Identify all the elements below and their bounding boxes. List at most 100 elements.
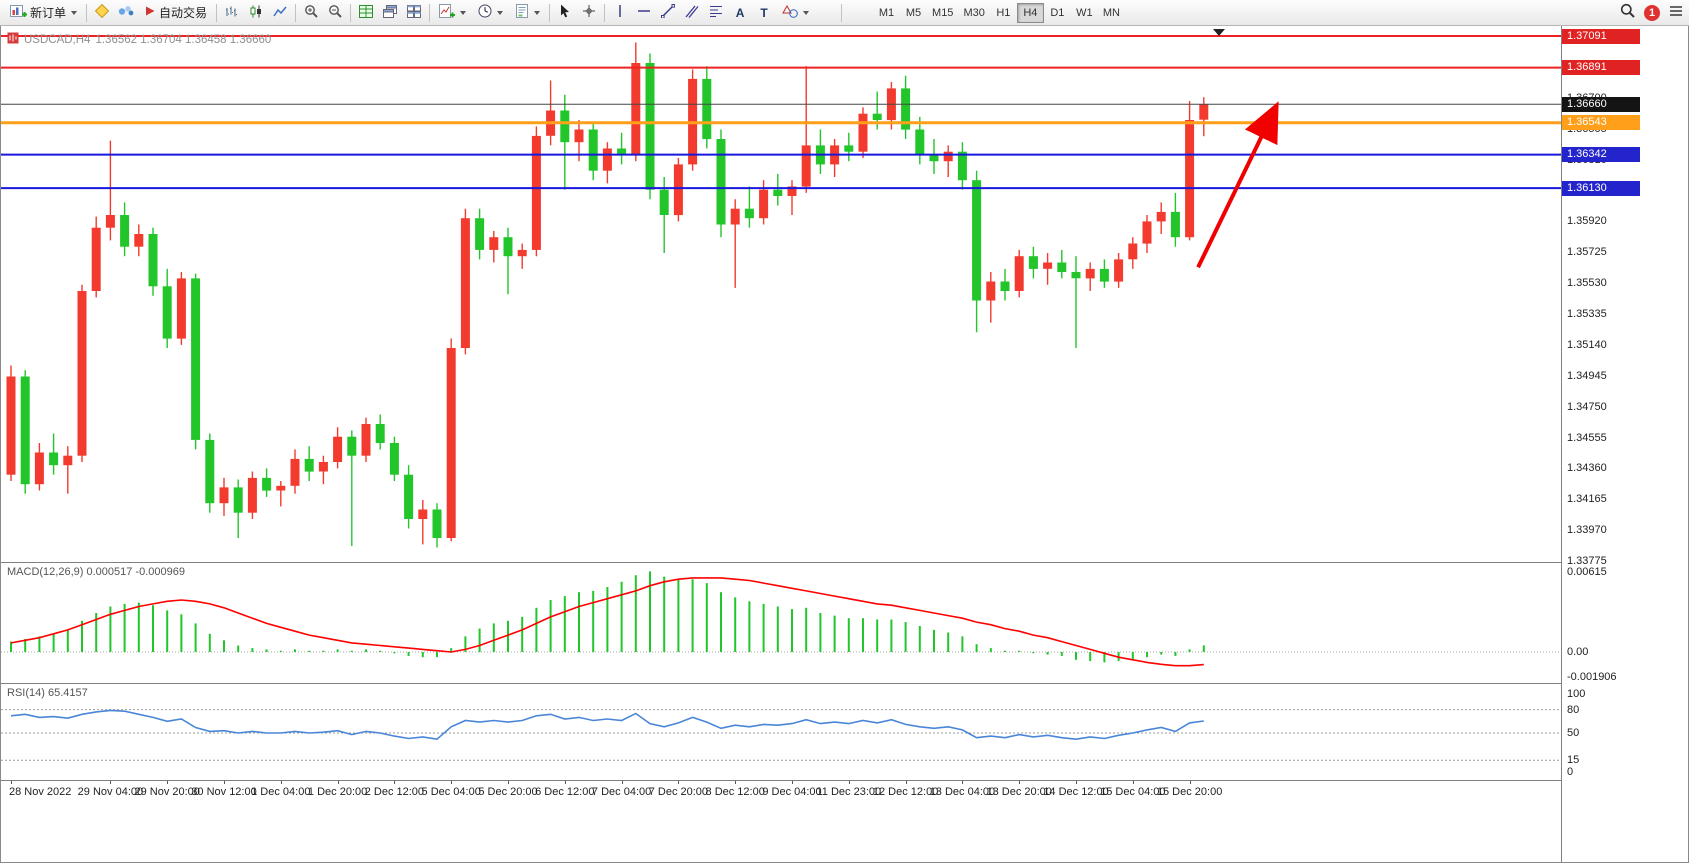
cascade-windows-button[interactable] — [378, 2, 402, 24]
auto-trading-icon — [144, 5, 156, 20]
market-watch-button[interactable] — [354, 2, 378, 24]
period-button[interactable] — [472, 2, 509, 24]
shapes-tool-button[interactable] — [776, 2, 815, 24]
cursor-tool-button[interactable] — [553, 2, 577, 24]
trend-arrow-annotation[interactable] — [1196, 101, 1279, 269]
auto-trading-label: 自动交易 — [159, 6, 208, 20]
timeframe-w1[interactable]: W1 — [1076, 6, 1093, 19]
time-axis[interactable]: 28 Nov 2022 29 Nov 04:00 29 Nov 20:00 30 No… — [1, 780, 1561, 804]
text-tool-icon: A — [735, 5, 745, 20]
menu-icon[interactable] — [1669, 4, 1683, 22]
chart-ohlc-label: 1.36562 1.36704 1.36458 1.36660 — [95, 33, 272, 46]
horizontal-levels[interactable] — [1, 35, 1561, 190]
time-label: 29 Nov 04:00 — [77, 786, 144, 798]
chart-shift-marker[interactable] — [1213, 29, 1225, 36]
zoom-in-button[interactable] — [299, 2, 323, 24]
timeframe-h4[interactable]: H4 — [1016, 2, 1044, 23]
time-label: 5 Dec 20:00 — [478, 786, 538, 798]
main-chart-pane[interactable] — [1, 28, 1561, 562]
separator — [295, 3, 297, 22]
time-label: 28 Nov 2022 — [9, 786, 72, 798]
notification-badge[interactable]: 1 — [1644, 5, 1660, 21]
crosshair-icon — [582, 4, 596, 21]
bar-chart-button[interactable] — [220, 2, 244, 24]
time-label: 13 Dec 04:00 — [929, 786, 996, 798]
price-tick: 1.35725 — [1567, 246, 1607, 259]
price-tick: 1.34555 — [1567, 431, 1607, 444]
pane-separator[interactable] — [1, 683, 1561, 684]
time-tick — [1019, 781, 1021, 784]
zoom-out-button[interactable] — [323, 2, 347, 24]
price-tick: 1.34945 — [1567, 369, 1607, 382]
price-tick: 1.34360 — [1567, 462, 1607, 475]
algo-trading-button[interactable] — [114, 2, 138, 24]
time-tick — [848, 781, 850, 784]
time-tick — [1132, 781, 1134, 784]
template-icon — [515, 4, 529, 21]
pane-separator[interactable] — [1, 562, 1561, 563]
timeframe-m1[interactable]: M1 — [878, 6, 895, 19]
price-tick: 1.35920 — [1567, 215, 1607, 228]
shapes-icon — [782, 4, 798, 21]
crosshair-tool-button[interactable] — [577, 2, 601, 24]
metaeditor-button[interactable] — [90, 2, 114, 24]
candles — [6, 42, 1209, 548]
new-order-button[interactable]: 新订单 — [4, 2, 83, 24]
channel-tool-button[interactable] — [680, 2, 704, 24]
bar-chart-icon — [225, 5, 239, 21]
cursor-icon — [559, 4, 571, 21]
chevron-down-icon — [497, 10, 504, 15]
timeframe-d1[interactable]: D1 — [1050, 6, 1065, 19]
macd-pane[interactable] — [1, 563, 1561, 683]
timeframe-mn[interactable]: MN — [1102, 6, 1120, 19]
price-tick: 1.35335 — [1567, 308, 1607, 320]
tile-icon — [407, 4, 422, 21]
timeframe-m15[interactable]: M15 — [932, 6, 954, 19]
macd-scale-tick: 0.00 — [1567, 646, 1589, 658]
trendline-tool-button[interactable] — [656, 2, 680, 24]
time-tick — [735, 781, 737, 784]
text-tool-button[interactable]: A — [728, 2, 752, 24]
candlestick-icon — [249, 5, 263, 21]
chevron-down-icon — [71, 10, 78, 15]
search-icon[interactable] — [1620, 3, 1635, 23]
time-tick — [280, 781, 282, 784]
rsi-line — [10, 709, 1204, 741]
time-label: 8 Dec 12:00 — [705, 786, 765, 798]
price-tick: 1.34750 — [1567, 400, 1607, 413]
auto-trading-button[interactable]: 自动交易 — [138, 2, 213, 24]
timeframe-m5[interactable]: M5 — [905, 6, 922, 19]
time-tick — [962, 781, 964, 784]
line-chart-button[interactable] — [268, 2, 292, 24]
trendline-icon — [661, 4, 676, 21]
template-button[interactable] — [509, 2, 546, 24]
timeframe-m30[interactable]: M30 — [963, 6, 985, 19]
separator — [841, 3, 843, 22]
horizontal-line-tool-button[interactable] — [632, 2, 656, 24]
algo-trading-icon — [118, 5, 134, 20]
fibonacci-tool-button[interactable] — [704, 2, 728, 24]
time-label: 9 Dec 04:00 — [762, 786, 822, 798]
time-tick — [11, 781, 12, 784]
macd-scale-tick: 0.00615 — [1567, 566, 1607, 578]
time-label: 6 Dec 12:00 — [535, 786, 595, 798]
tile-windows-button[interactable] — [402, 2, 426, 24]
label-tool-button[interactable]: T — [752, 2, 776, 24]
rsi-scale-tick: 15 — [1567, 754, 1580, 767]
time-label: 2 Dec 12:00 — [364, 786, 425, 798]
time-label: 11 Dec 23:00 — [816, 786, 882, 798]
price-scale[interactable]: 1.370901.368951.367001.365051.363101.361… — [1561, 26, 1688, 862]
line-chart-icon — [273, 5, 287, 21]
macd-signal-line — [10, 577, 1204, 667]
price-level-box: 1.36543 — [1562, 115, 1640, 131]
price-tick: 1.34165 — [1567, 493, 1607, 506]
new-chart-button[interactable] — [433, 2, 472, 24]
timeframe-h1[interactable]: H1 — [996, 6, 1011, 19]
candlestick-chart-button[interactable] — [244, 2, 268, 24]
time-label: 5 Dec 04:00 — [421, 786, 481, 798]
rsi-pane[interactable] — [1, 684, 1561, 780]
vertical-line-tool-button[interactable] — [608, 2, 632, 24]
rsi-scale-tick: 80 — [1567, 703, 1580, 716]
time-label: 1 Dec 04:00 — [251, 786, 311, 798]
fibonacci-icon — [709, 4, 723, 21]
